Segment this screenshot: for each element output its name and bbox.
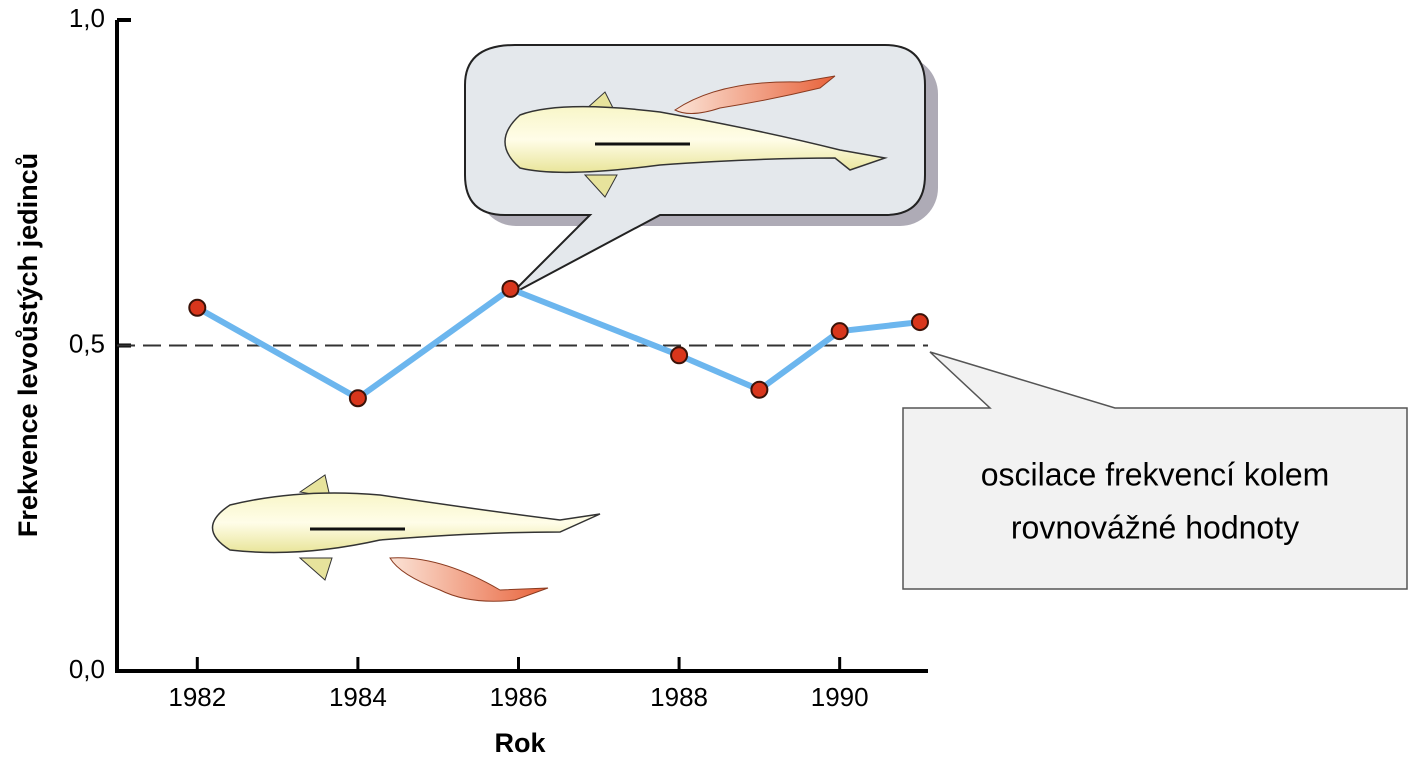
x-tick-label: 1988: [650, 682, 708, 712]
x-axis-title: Rok: [494, 728, 546, 758]
data-point: [501, 279, 520, 298]
annotation-line: oscilace frekvencí kolem: [981, 456, 1330, 492]
x-tick-label: 1984: [329, 682, 387, 712]
series-line: [195, 285, 921, 402]
data-point: [750, 380, 769, 399]
data-point: [910, 313, 929, 332]
x-tick-label: 1990: [811, 682, 869, 712]
x-tick-label: 1986: [490, 682, 548, 712]
x-tick-label: 1982: [168, 682, 226, 712]
data-point: [670, 346, 689, 365]
illustration-bubble: [464, 44, 938, 296]
annotation-line: rovnovážné hodnoty: [1011, 509, 1299, 545]
y-tick-label: 1,0: [69, 3, 105, 33]
data-point: [188, 298, 207, 317]
illustration-fish: [211, 474, 601, 602]
y-tick-label: 0,0: [69, 654, 105, 684]
data-point: [830, 322, 849, 341]
callout: [902, 351, 1408, 590]
data-point: [348, 389, 367, 408]
y-axis-title: Frekvence levoůstých jedinců: [13, 153, 43, 537]
y-tick-label: 0,5: [69, 328, 105, 358]
